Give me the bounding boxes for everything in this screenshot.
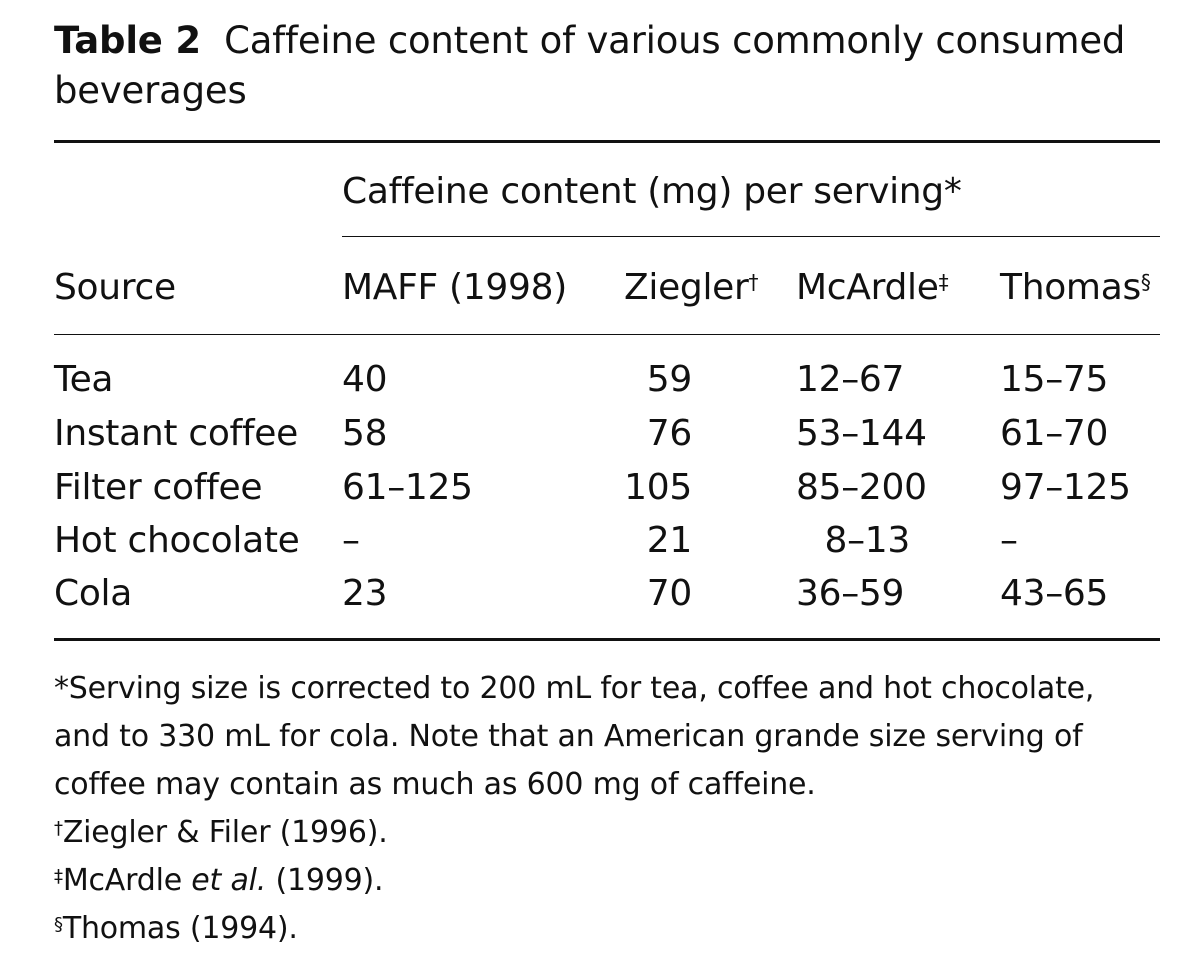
footnote-thomas-text: Thomas (1994). [62, 911, 298, 946]
row-source: Hot chocolate [54, 520, 300, 561]
footnote-ziegler-text: Ziegler & Filer (1996). [62, 815, 388, 850]
header-maff-label: MAFF (1998) [342, 267, 567, 308]
table-caption: Table 2 Caffeine content of various comm… [54, 16, 1164, 116]
row-ziegler: 105 [624, 467, 692, 508]
row-mcardle: 36–59 [796, 573, 905, 614]
header-mcardle: McArdle‡ [796, 266, 949, 310]
footnote-mcardle: ‡McArdle et al. (1999). [54, 857, 1174, 905]
row-mcardle: 8–13 [824, 520, 910, 561]
row-ziegler: 76 [646, 413, 693, 454]
double-dagger-mark: ‡ [54, 866, 63, 887]
bottom-rule [54, 638, 1160, 641]
header-thomas-label: Thomas [1000, 267, 1141, 308]
row-mcardle: 12–67 [796, 359, 905, 400]
section-mark: § [1140, 270, 1151, 294]
row-maff: 40 [342, 359, 388, 400]
spanner-rule [342, 236, 1160, 237]
top-rule [54, 140, 1160, 143]
row-maff: 58 [342, 413, 388, 454]
header-source: Source [54, 267, 176, 308]
section-mark: § [54, 914, 63, 935]
row-maff: 23 [342, 573, 388, 614]
spanner-header: Caffeine content (mg) per serving* [342, 171, 962, 212]
row-thomas: 15–75 [1000, 359, 1109, 400]
dagger-mark: † [54, 818, 63, 839]
footnote-mcardle-year: (1999). [266, 863, 384, 898]
row-ziegler: 59 [646, 359, 693, 400]
row-source: Filter coffee [54, 467, 263, 508]
footnotes: *Serving size is corrected to 200 mL for… [54, 665, 1174, 953]
row-mcardle: 53–144 [796, 413, 927, 454]
header-maff: MAFF (1998) [342, 266, 567, 310]
row-mcardle: 85–200 [796, 467, 927, 508]
header-ziegler: Ziegler† [624, 266, 759, 310]
header-mcardle-label: McArdle [796, 267, 939, 308]
header-ziegler-label: Ziegler [624, 267, 749, 308]
row-source: Instant coffee [54, 413, 299, 454]
footnote-ziegler: †Ziegler & Filer (1996). [54, 809, 1174, 857]
row-source: Tea [54, 359, 114, 400]
row-maff: – [342, 520, 360, 561]
row-maff: 61–125 [342, 467, 473, 508]
footnote-serving-line2: and to 330 mL for cola. Note that an Ame… [54, 719, 1083, 754]
row-thomas: 43–65 [1000, 573, 1109, 614]
footnote-mcardle-etal: et al. [191, 863, 267, 898]
header-rule [54, 334, 1160, 335]
row-thomas: 61–70 [1000, 413, 1109, 454]
dagger-mark: † [748, 270, 759, 294]
table-label: Table 2 [54, 19, 201, 62]
row-source: Cola [54, 573, 133, 614]
footnote-serving-line1: *Serving size is corrected to 200 mL for… [54, 671, 1095, 706]
table-title: Caffeine content of various commonly con… [54, 19, 1126, 112]
row-thomas: 97–125 [1000, 467, 1131, 508]
footnote-thomas: §Thomas (1994). [54, 905, 1174, 953]
row-ziegler: 70 [646, 573, 693, 614]
footnote-mcardle-author: McArdle [62, 863, 192, 898]
row-thomas: – [1000, 520, 1018, 561]
row-ziegler: 21 [646, 520, 693, 561]
footnote-serving-line3: coffee may contain as much as 600 mg of … [54, 767, 816, 802]
double-dagger-mark: ‡ [938, 270, 949, 294]
header-thomas: Thomas§ [1000, 266, 1151, 310]
